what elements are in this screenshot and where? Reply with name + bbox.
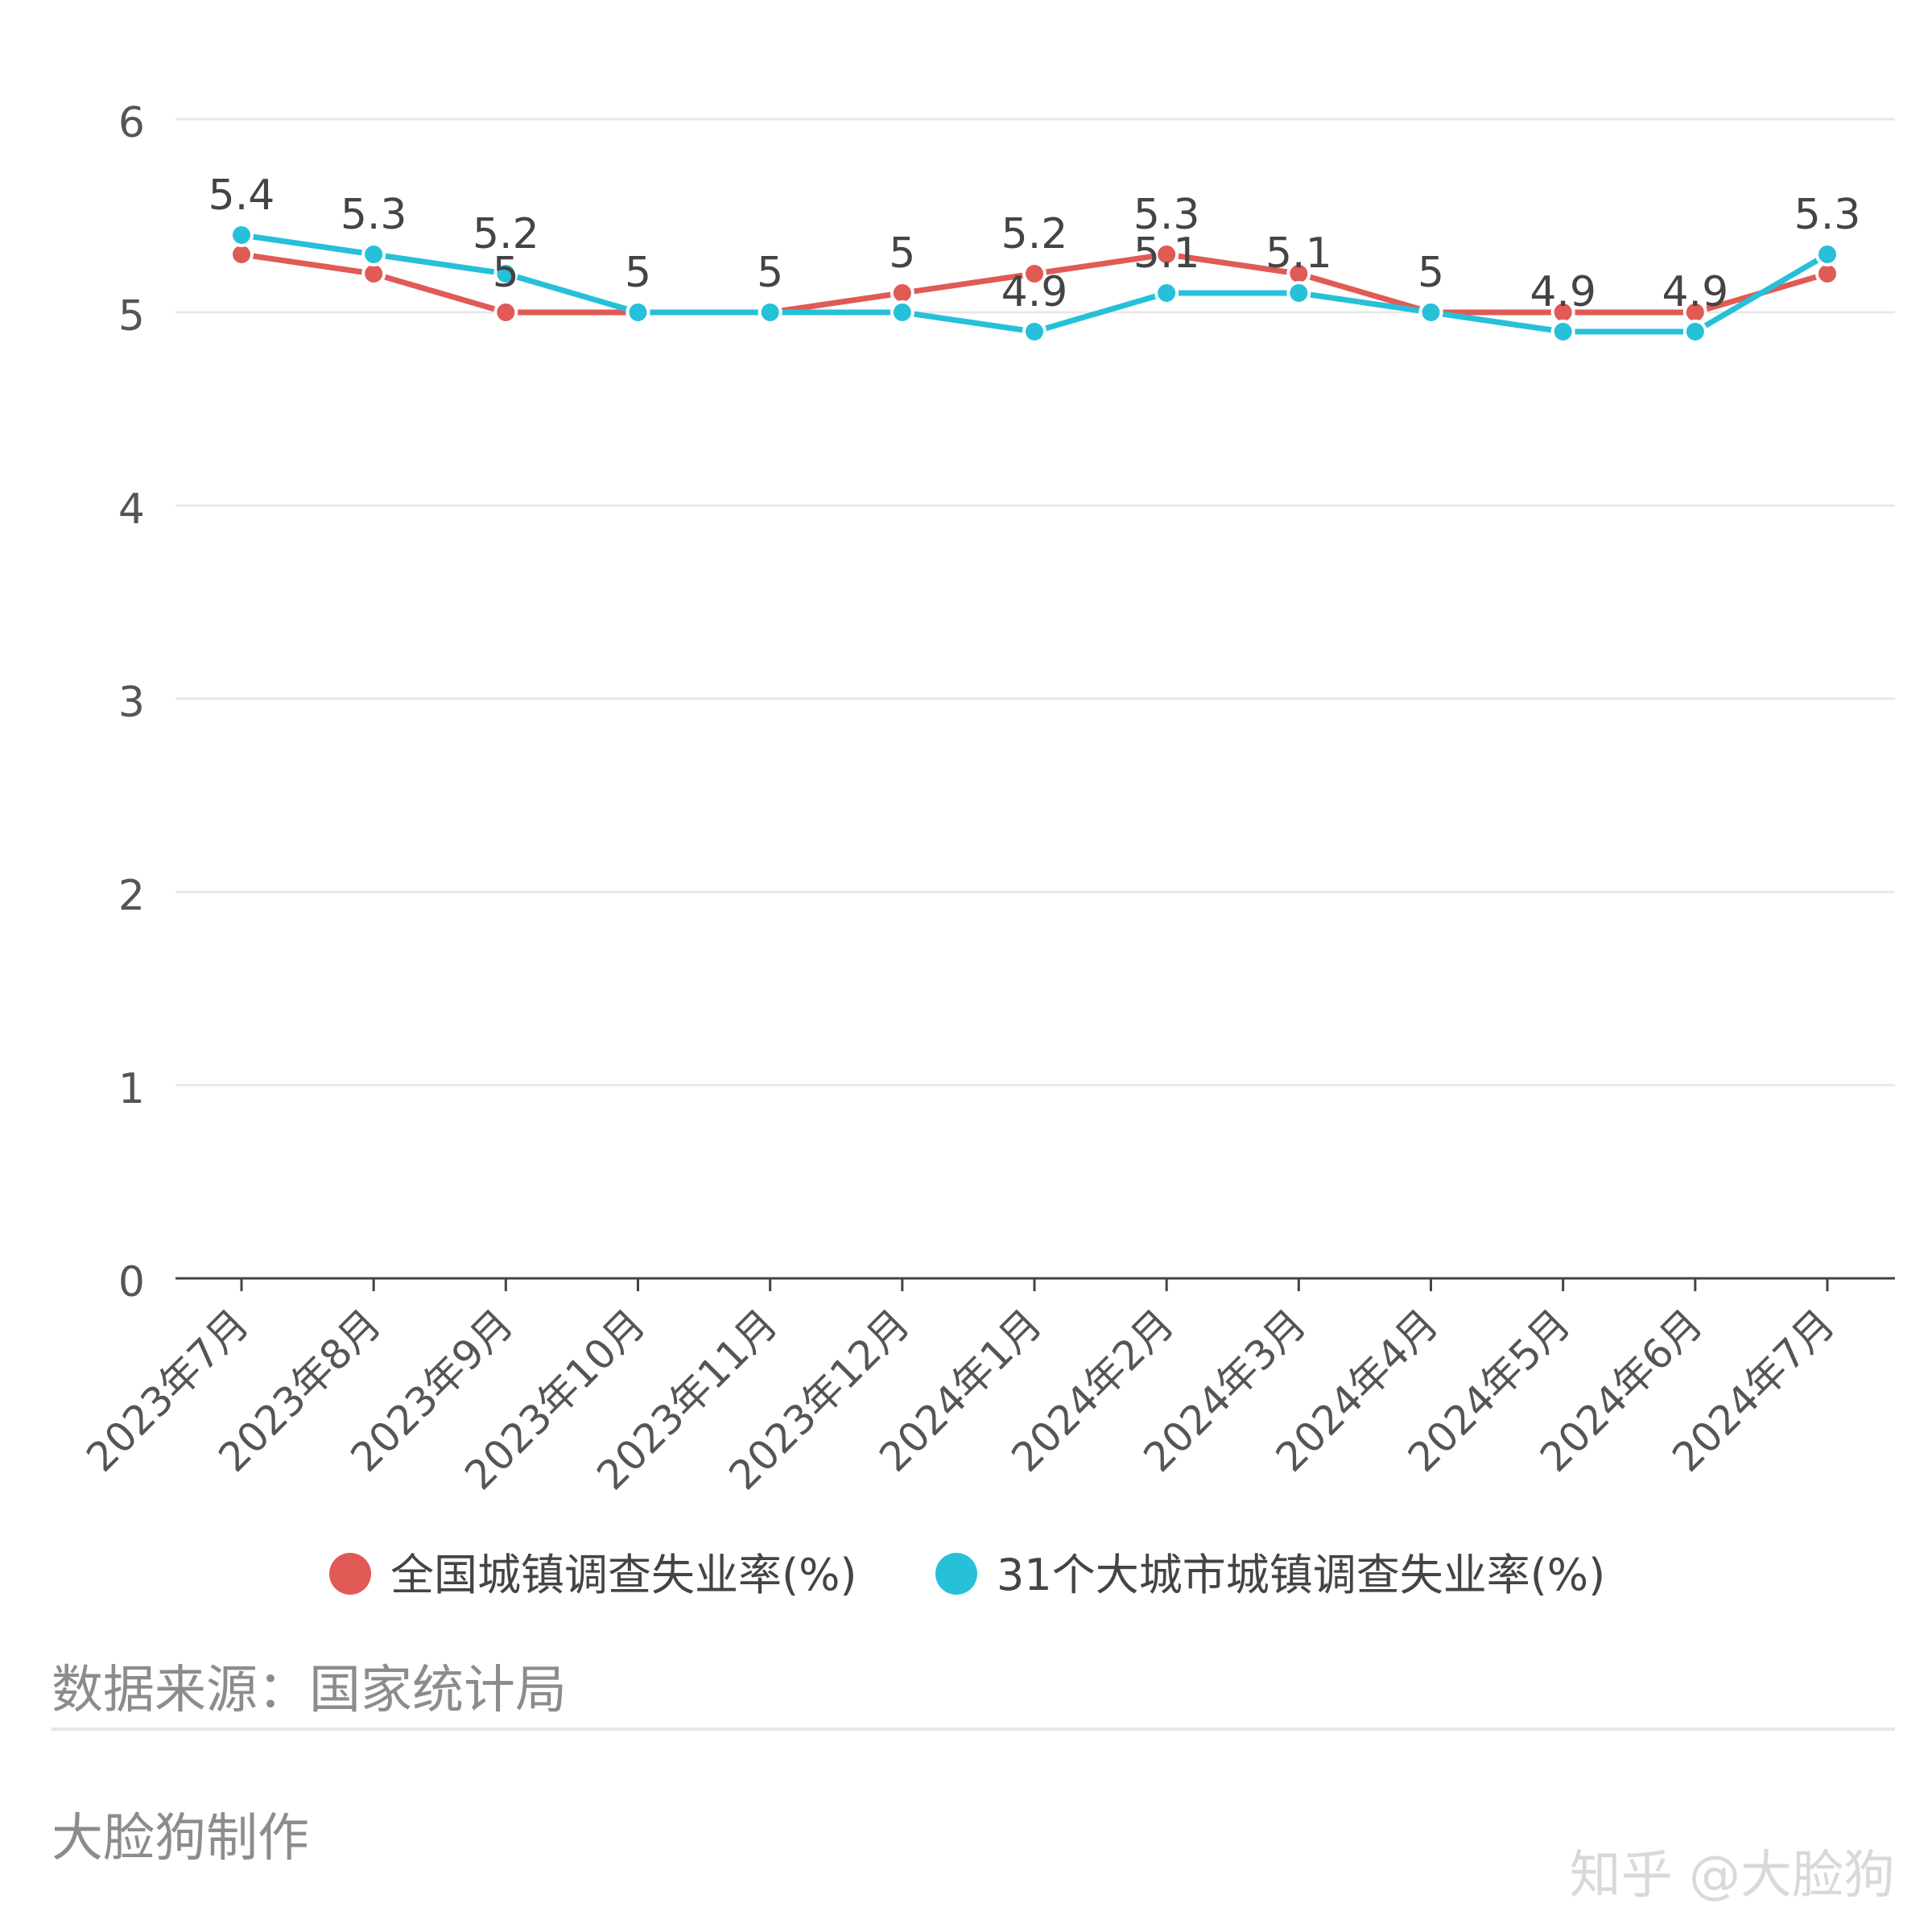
- data-label: 5.3: [1133, 191, 1200, 239]
- data-label: 5.2: [1001, 210, 1068, 258]
- y-tick-label: 5: [118, 292, 145, 341]
- data-label: 5.3: [1794, 191, 1861, 239]
- data-point-1: [493, 262, 518, 286]
- data-label: 5: [889, 229, 915, 278]
- y-tick-label: 3: [118, 679, 145, 727]
- legend-marker-0: [329, 1553, 371, 1595]
- watermark: 知乎 @大脸狗: [1569, 1846, 1895, 1905]
- data-point-1: [1154, 281, 1179, 305]
- data-point-1: [1682, 320, 1707, 344]
- line-chart: 01234562023年7月2023年8月2023年9月2023年10月2023…: [77, 99, 1895, 1600]
- data-label: 5.4: [208, 171, 275, 220]
- maker-credit: 大脸狗制作: [52, 1809, 309, 1868]
- data-point-1: [1550, 320, 1575, 344]
- y-tick-label: 4: [118, 485, 145, 534]
- data-point-1: [361, 242, 386, 266]
- data-label: 5: [757, 249, 783, 297]
- data-point-1: [758, 300, 782, 324]
- y-tick-label: 1: [118, 1065, 145, 1113]
- data-label: 4.9: [1530, 268, 1596, 316]
- data-label: 5.1: [1133, 229, 1200, 278]
- data-point-0: [1154, 242, 1179, 266]
- footer-divider: [52, 1728, 1895, 1731]
- data-label: 5: [493, 249, 519, 297]
- y-tick-label: 6: [118, 99, 145, 147]
- data-label: 5.3: [341, 191, 407, 239]
- data-label: 5: [625, 249, 651, 297]
- data-point-1: [890, 300, 914, 324]
- data-point-0: [1022, 262, 1046, 286]
- data-point-1: [229, 223, 254, 247]
- data-label: 5: [1418, 249, 1444, 297]
- y-tick-label: 0: [118, 1258, 145, 1307]
- data-label: 5.1: [1265, 229, 1332, 278]
- data-label: 4.9: [1662, 268, 1728, 316]
- legend-label-0: 全国城镇调查失业率(%): [390, 1550, 857, 1600]
- data-point-1: [1815, 242, 1839, 266]
- legend-label-1: 31个大城市城镇调查失业率(%): [997, 1550, 1605, 1600]
- data-source-text: 数据来源：国家统计局: [52, 1661, 567, 1720]
- data-point-1: [1022, 320, 1046, 344]
- y-tick-label: 2: [118, 872, 145, 920]
- data-point-1: [1286, 281, 1311, 305]
- legend-marker-1: [935, 1553, 977, 1595]
- data-label: 5.2: [473, 210, 539, 258]
- data-point-1: [1418, 300, 1443, 324]
- data-label: 4.9: [1001, 268, 1068, 316]
- data-point-1: [625, 300, 650, 324]
- data-point-0: [493, 300, 518, 324]
